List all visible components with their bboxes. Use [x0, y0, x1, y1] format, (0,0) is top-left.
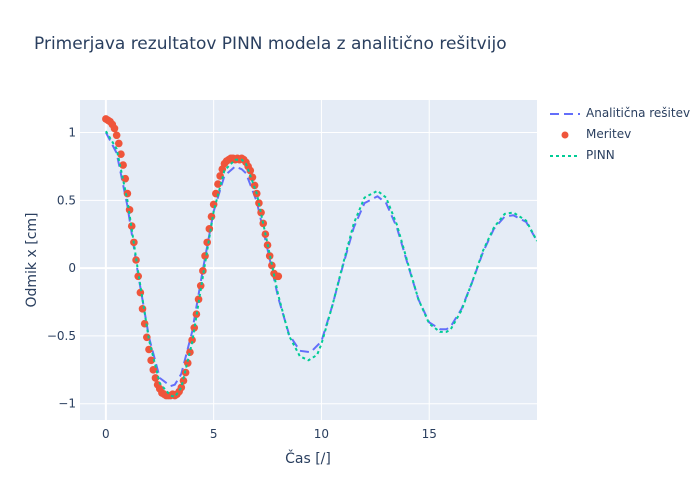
pinn-line — [105, 130, 537, 398]
legend-label-meritev: Meritev — [586, 127, 632, 141]
meritev-point — [119, 161, 127, 169]
y-tick-label: −1 — [58, 397, 76, 411]
y-tick-label: 0.5 — [57, 193, 76, 207]
meritev-point — [194, 295, 203, 304]
x-tick-label: 0 — [102, 427, 110, 441]
y-tick-label: 1 — [68, 126, 76, 140]
meritev-point — [127, 222, 136, 230]
x-tick-label: 10 — [314, 427, 329, 441]
legend-label-analiticna: Analitična rešitev — [586, 106, 691, 120]
y-tick-label: −0.5 — [47, 329, 76, 343]
plot-area — [102, 115, 537, 400]
meritev-point — [188, 336, 196, 344]
meritev-point — [250, 181, 259, 190]
meritev-point — [143, 333, 151, 342]
tick-labels: 0 5 10 15 −1 −0.5 0 0.5 1 — [47, 126, 437, 441]
plot-background — [80, 100, 537, 420]
x-axis-title: Čas [/] — [285, 449, 331, 467]
meritev-point — [123, 189, 132, 198]
legend-swatch-dash — [550, 113, 580, 115]
meritev-point — [112, 131, 121, 140]
series — [102, 115, 537, 400]
legend-swatch-dot — [550, 155, 580, 157]
meritev-point — [268, 261, 276, 270]
grid — [80, 100, 537, 420]
legend-swatch-marker — [561, 131, 569, 139]
chart-title: Primerjava rezultatov PINN modela z anal… — [34, 34, 507, 54]
meritev-point — [147, 356, 155, 365]
meritev-point — [265, 252, 274, 260]
x-tick-label: 5 — [210, 427, 218, 441]
meritev-point — [214, 180, 222, 188]
meritev-point — [134, 272, 143, 281]
legend-label-pinn: PINN — [586, 148, 615, 162]
meritev-point — [246, 166, 255, 175]
meritev-point — [149, 366, 158, 374]
meritev-point — [257, 208, 265, 217]
y-tick-label: 0 — [68, 261, 76, 275]
meritev-point — [138, 305, 147, 313]
meritev-point — [151, 374, 160, 382]
x-tick-label: 15 — [422, 427, 437, 441]
meritev-point — [203, 238, 211, 247]
meritev-point — [186, 348, 194, 357]
meritev-point — [117, 150, 125, 159]
meritev-point — [190, 323, 199, 332]
y-axis-title: Odmik x [cm] — [24, 213, 40, 308]
meritev-point — [274, 272, 283, 281]
meritev-point — [115, 139, 123, 148]
meritev-point — [110, 124, 119, 133]
